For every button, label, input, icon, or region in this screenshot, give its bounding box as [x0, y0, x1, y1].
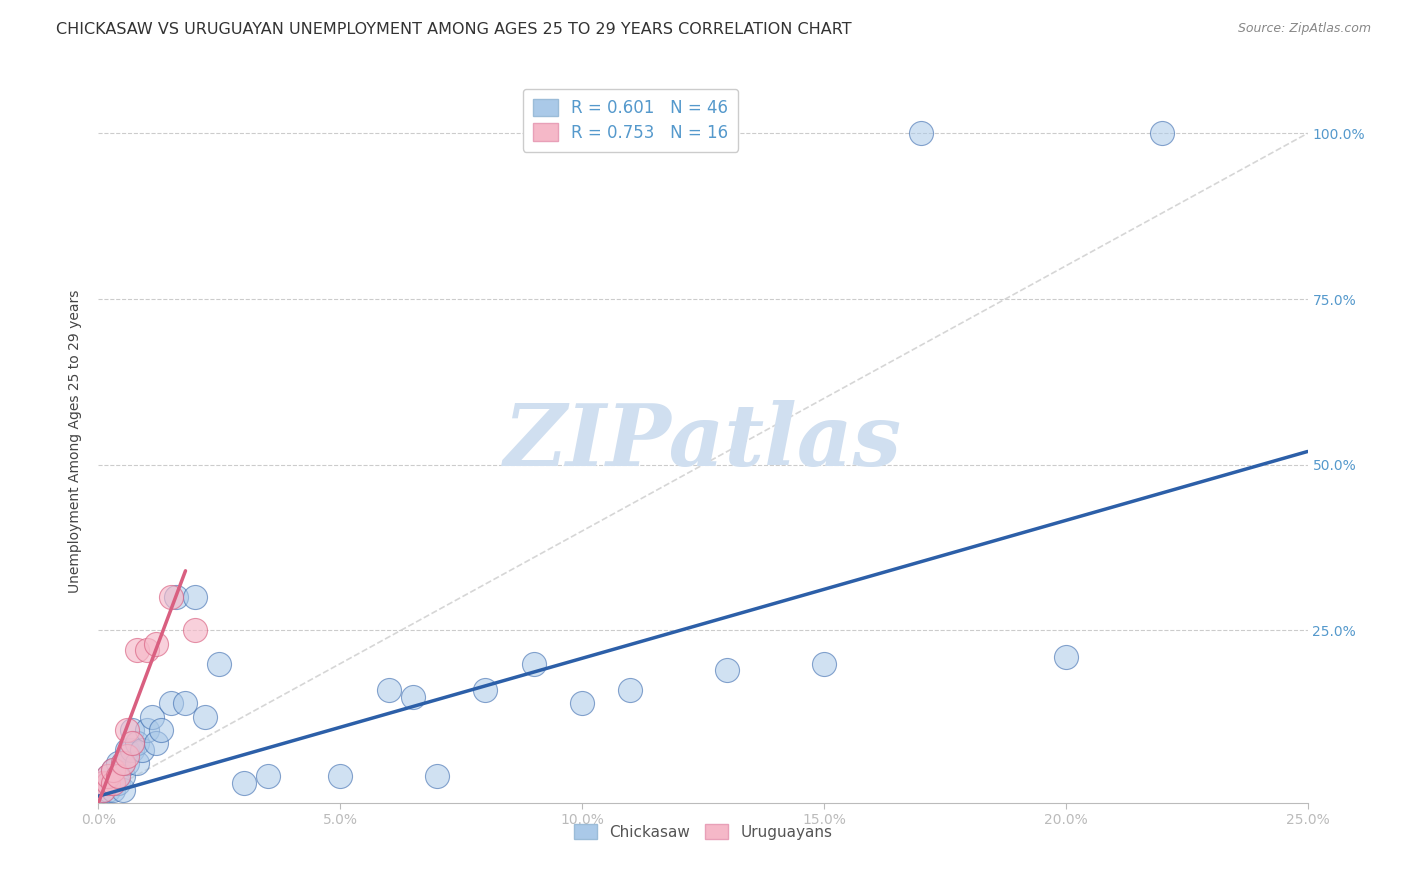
- Text: Source: ZipAtlas.com: Source: ZipAtlas.com: [1237, 22, 1371, 36]
- Point: [716, 663, 738, 677]
- Point: [150, 723, 173, 737]
- Point: [97, 769, 120, 783]
- Point: [523, 657, 546, 671]
- Point: [208, 657, 231, 671]
- Point: [111, 756, 134, 770]
- Point: [232, 776, 254, 790]
- Point: [135, 643, 157, 657]
- Point: [97, 776, 120, 790]
- Y-axis label: Unemployment Among Ages 25 to 29 years: Unemployment Among Ages 25 to 29 years: [67, 290, 82, 593]
- Point: [184, 591, 207, 605]
- Point: [117, 743, 139, 757]
- Point: [101, 776, 124, 790]
- Point: [131, 743, 153, 757]
- Point: [1152, 126, 1174, 140]
- Text: ZIPatlas: ZIPatlas: [503, 400, 903, 483]
- Point: [127, 736, 149, 750]
- Text: CHICKASAW VS URUGUAYAN UNEMPLOYMENT AMONG AGES 25 TO 29 YEARS CORRELATION CHART: CHICKASAW VS URUGUAYAN UNEMPLOYMENT AMON…: [56, 22, 852, 37]
- Point: [127, 643, 149, 657]
- Point: [97, 776, 120, 790]
- Point: [117, 723, 139, 737]
- Point: [121, 743, 143, 757]
- Legend: Chickasaw, Uruguayans: Chickasaw, Uruguayans: [568, 818, 838, 846]
- Point: [141, 709, 163, 723]
- Point: [474, 683, 496, 698]
- Point: [107, 756, 129, 770]
- Point: [111, 769, 134, 783]
- Point: [117, 749, 139, 764]
- Point: [619, 683, 641, 698]
- Point: [101, 776, 124, 790]
- Point: [160, 591, 183, 605]
- Point: [160, 697, 183, 711]
- Point: [91, 776, 114, 790]
- Point: [121, 736, 143, 750]
- Point: [426, 769, 449, 783]
- Point: [107, 769, 129, 783]
- Point: [107, 769, 129, 783]
- Point: [111, 756, 134, 770]
- Point: [571, 697, 593, 711]
- Point: [121, 723, 143, 737]
- Point: [174, 697, 197, 711]
- Point: [256, 769, 278, 783]
- Point: [402, 690, 425, 704]
- Point: [145, 736, 167, 750]
- Point: [165, 591, 187, 605]
- Point: [101, 763, 124, 777]
- Point: [107, 776, 129, 790]
- Point: [329, 769, 352, 783]
- Point: [111, 782, 134, 797]
- Point: [377, 683, 399, 698]
- Point: [101, 763, 124, 777]
- Point: [135, 723, 157, 737]
- Point: [97, 782, 120, 797]
- Point: [97, 769, 120, 783]
- Point: [813, 657, 835, 671]
- Point: [194, 709, 217, 723]
- Point: [91, 776, 114, 790]
- Point: [91, 782, 114, 797]
- Point: [910, 126, 932, 140]
- Point: [101, 782, 124, 797]
- Point: [184, 624, 207, 638]
- Point: [145, 637, 167, 651]
- Point: [117, 756, 139, 770]
- Point: [91, 782, 114, 797]
- Point: [127, 756, 149, 770]
- Point: [1054, 650, 1077, 665]
